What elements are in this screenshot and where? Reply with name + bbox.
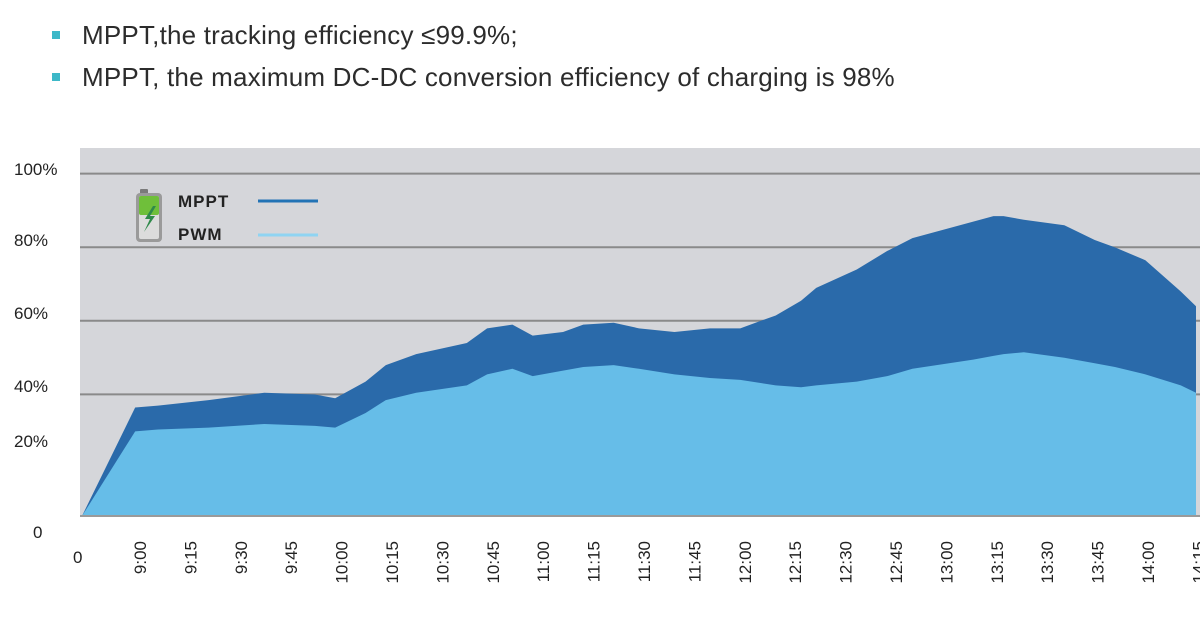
x-tick-label: 10:15 — [383, 541, 402, 584]
x-tick-label: 12:30 — [837, 541, 856, 584]
x-tick-label: 0 — [73, 548, 82, 567]
y-tick-label: 20% — [14, 432, 48, 451]
y-tick-label: 0 — [33, 523, 42, 542]
bullet-square-icon — [52, 31, 60, 39]
y-tick-label: 80% — [14, 231, 48, 250]
x-tick-label: 11:30 — [635, 541, 654, 582]
x-tick-label: 13:00 — [937, 541, 956, 584]
y-tick-label: 60% — [14, 304, 48, 323]
y-tick-label: 100% — [14, 160, 57, 179]
x-tick-label: 9:00 — [131, 541, 150, 574]
x-tick-label: 12:00 — [736, 541, 755, 584]
x-tick-label: 14:00 — [1139, 541, 1158, 584]
x-tick-label: 11:15 — [585, 541, 604, 582]
x-tick-label: 11:00 — [534, 541, 553, 582]
x-tick-label: 12:15 — [786, 541, 805, 584]
bullet-list: MPPT,the tracking efficiency ≤99.9%; MPP… — [52, 14, 895, 98]
legend: MPPT PWM — [136, 189, 318, 244]
x-tick-label: 9:15 — [181, 541, 200, 574]
x-tick-label: 10:45 — [484, 541, 503, 584]
pwm-area — [82, 352, 1196, 516]
x-tick-label: 9:30 — [232, 541, 251, 574]
x-tick-label: 11:45 — [685, 541, 704, 582]
x-tick-label: 13:15 — [988, 541, 1007, 584]
x-tick-label: 13:30 — [1038, 541, 1057, 584]
x-tick-label: 12:45 — [887, 541, 906, 584]
bullet-square-icon — [52, 73, 60, 81]
bullet-item: MPPT,the tracking efficiency ≤99.9%; — [52, 14, 895, 56]
bullet-item: MPPT, the maximum DC-DC conversion effic… — [52, 56, 895, 98]
x-tick-label: 10:30 — [433, 541, 452, 584]
bullet-text: MPPT, the maximum DC-DC conversion effic… — [82, 61, 895, 92]
x-tick-label: 13:45 — [1089, 541, 1108, 584]
x-tick-label: 10:00 — [333, 541, 352, 584]
battery-icon — [136, 189, 162, 242]
x-tick-label: 9:45 — [282, 541, 301, 574]
legend-mppt-label: MPPT — [178, 192, 229, 211]
x-tick-label: 14:15 — [1189, 541, 1200, 584]
bullet-text: MPPT,the tracking efficiency ≤99.9%; — [82, 19, 518, 50]
y-tick-label: 40% — [14, 377, 48, 396]
legend-pwm-label: PWM — [178, 225, 223, 244]
